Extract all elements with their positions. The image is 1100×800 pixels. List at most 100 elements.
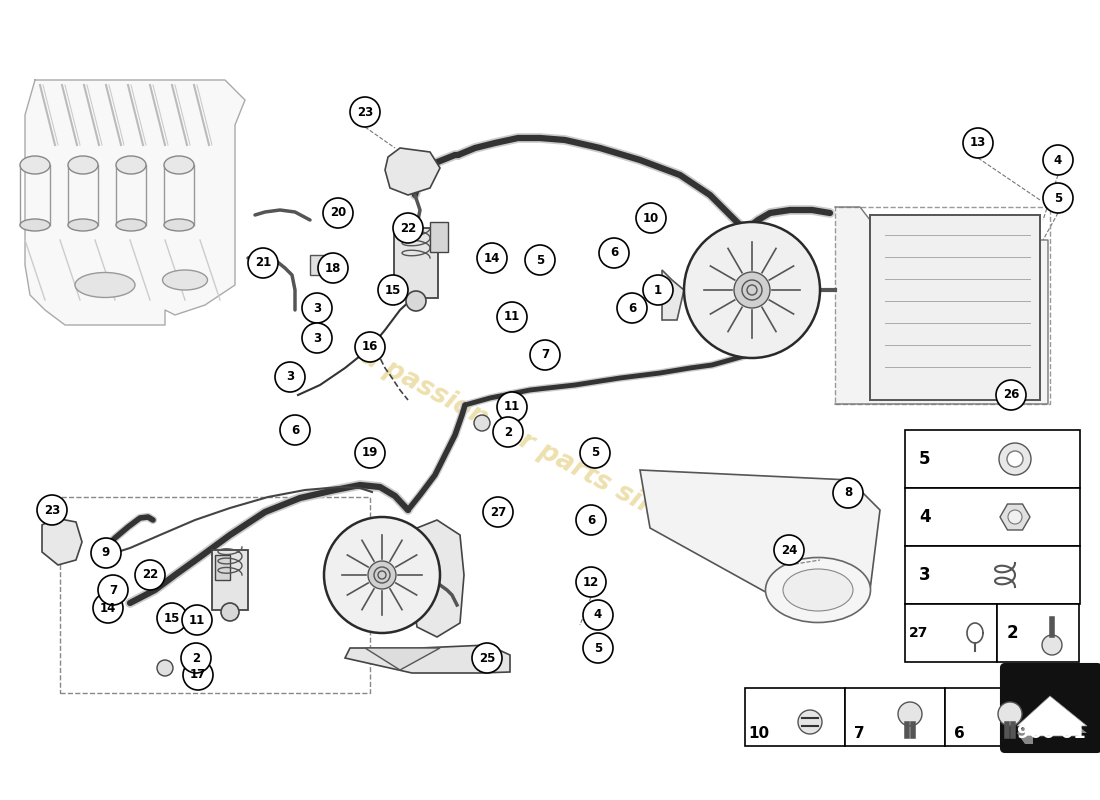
Polygon shape [1018,696,1087,736]
Circle shape [525,245,556,275]
Circle shape [355,332,385,362]
Circle shape [580,438,611,468]
Text: 3: 3 [312,331,321,345]
Circle shape [742,280,762,300]
Circle shape [617,293,647,323]
Polygon shape [1018,696,1087,744]
Circle shape [1008,510,1022,524]
Text: 6: 6 [954,726,965,742]
Bar [997,604,1079,662]
Circle shape [406,291,426,311]
Circle shape [280,415,310,445]
Circle shape [636,203,666,233]
Ellipse shape [75,273,135,298]
Bar [60,497,370,693]
Circle shape [302,323,332,353]
Bar [394,228,438,298]
Text: 10: 10 [642,211,659,225]
Text: 18: 18 [324,262,341,274]
Circle shape [135,560,165,590]
Bar [745,688,845,746]
Circle shape [962,128,993,158]
Circle shape [998,702,1022,726]
Polygon shape [365,648,440,670]
Text: 24: 24 [781,543,798,557]
Circle shape [472,643,502,673]
Text: 7: 7 [541,349,549,362]
Text: 11: 11 [189,614,205,626]
Circle shape [774,535,804,565]
Bar [310,255,336,275]
Text: 2: 2 [1006,624,1018,642]
Circle shape [393,213,424,243]
Text: 12: 12 [583,575,600,589]
Circle shape [221,603,239,621]
Circle shape [355,438,385,468]
Circle shape [497,302,527,332]
Circle shape [996,380,1026,410]
Polygon shape [835,207,1048,404]
Circle shape [747,285,757,295]
Ellipse shape [20,156,50,174]
Circle shape [248,248,278,278]
Text: 5: 5 [536,254,544,266]
Ellipse shape [116,156,146,174]
Circle shape [91,538,121,568]
Bar [835,207,1050,404]
Text: 5: 5 [591,446,600,459]
Circle shape [318,253,348,283]
Text: 3: 3 [920,566,931,584]
Ellipse shape [20,219,50,231]
Polygon shape [640,470,880,600]
Text: 3: 3 [286,370,294,383]
Circle shape [324,517,440,633]
Text: 27: 27 [490,506,506,518]
Text: 11: 11 [504,401,520,414]
Text: 5: 5 [594,642,602,654]
Circle shape [474,415,490,431]
Circle shape [684,222,820,358]
Ellipse shape [164,156,194,174]
FancyBboxPatch shape [1001,664,1100,752]
Circle shape [798,710,822,734]
Circle shape [497,392,527,422]
Text: 26: 26 [1003,389,1020,402]
Bar [945,688,1045,746]
Circle shape [833,478,864,508]
Polygon shape [1000,504,1030,530]
Text: 17: 17 [190,669,206,682]
Text: 7: 7 [109,583,117,597]
Polygon shape [412,520,464,637]
Circle shape [898,702,922,726]
Circle shape [183,660,213,690]
Circle shape [483,497,513,527]
Circle shape [600,238,629,268]
Text: a passion for parts since 1994: a passion for parts since 1994 [356,343,764,577]
Text: 4: 4 [1054,154,1063,166]
Circle shape [576,567,606,597]
Text: 906 01: 906 01 [1016,724,1086,742]
Circle shape [350,97,380,127]
Text: 3: 3 [312,302,321,314]
Circle shape [576,505,606,535]
Ellipse shape [163,270,208,290]
Bar [214,555,230,580]
Polygon shape [42,518,82,565]
Circle shape [644,275,673,305]
Polygon shape [345,645,510,673]
Text: 5: 5 [1054,191,1063,205]
Text: 23: 23 [356,106,373,118]
Ellipse shape [783,569,852,611]
Text: 9: 9 [102,546,110,559]
Bar [212,550,248,610]
Polygon shape [870,215,1040,400]
Bar [905,546,1080,604]
Bar [430,222,448,252]
Text: 14: 14 [100,602,117,614]
Circle shape [182,605,212,635]
Circle shape [94,593,123,623]
Text: 10: 10 [748,726,770,742]
Bar [905,430,1080,488]
Circle shape [530,340,560,370]
Text: 6: 6 [628,302,636,314]
